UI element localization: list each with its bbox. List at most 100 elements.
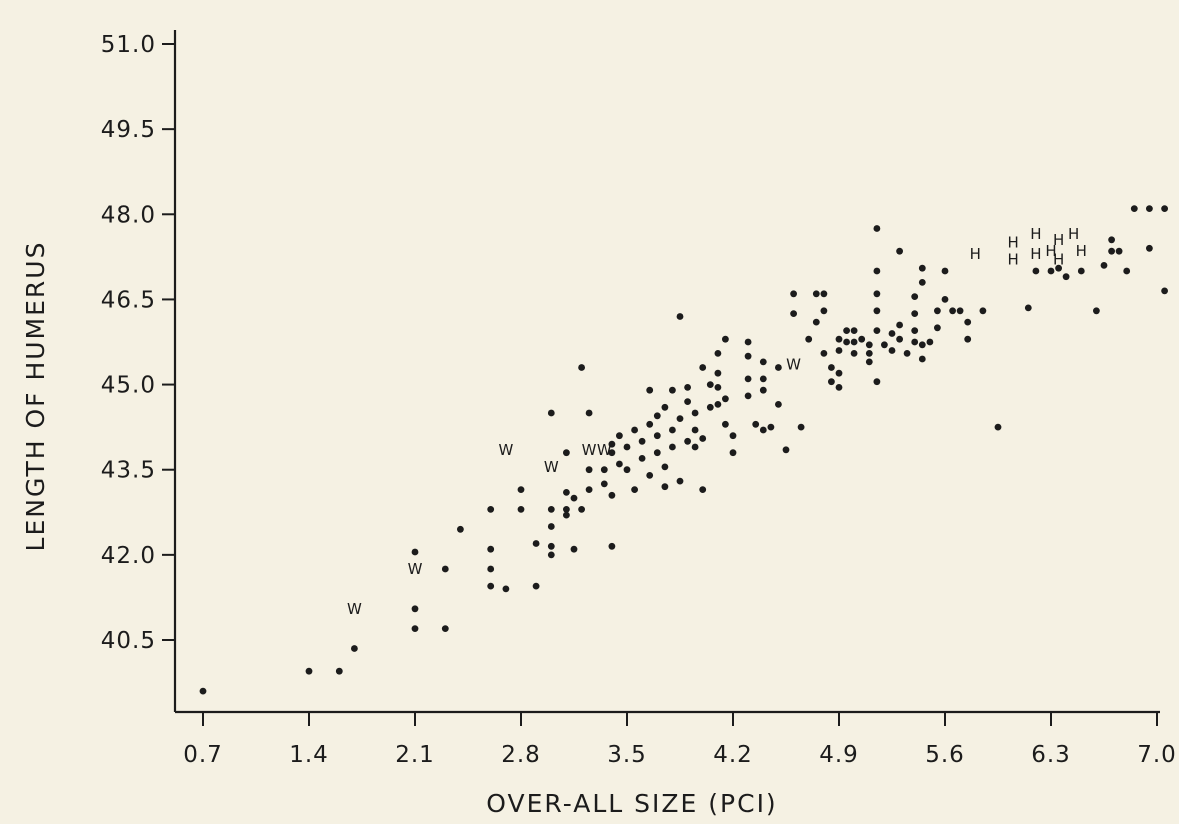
y-tick-label: 45.0 xyxy=(101,373,156,399)
data-point xyxy=(1093,307,1100,315)
data-point xyxy=(669,426,676,434)
data-point xyxy=(638,437,646,445)
data-point xyxy=(699,435,707,442)
data-point xyxy=(873,290,881,298)
x-tick-label: 5.6 xyxy=(925,742,965,768)
y-tick-label: 48.0 xyxy=(101,202,156,228)
data-point xyxy=(623,443,631,451)
data-point xyxy=(828,364,835,371)
data-point xyxy=(797,423,805,431)
data-point xyxy=(608,491,616,499)
data-point-h: H xyxy=(1053,231,1064,249)
data-point xyxy=(1032,267,1040,275)
data-point xyxy=(684,398,691,405)
data-point xyxy=(706,381,714,388)
data-point xyxy=(706,403,714,411)
data-point xyxy=(335,667,343,675)
data-point xyxy=(714,369,722,377)
data-point xyxy=(812,290,820,298)
data-point xyxy=(1123,267,1131,275)
data-point-h: H xyxy=(1053,251,1064,269)
data-point xyxy=(616,432,623,440)
data-point xyxy=(608,440,616,448)
data-point xyxy=(820,290,828,298)
x-tick-label: 4.2 xyxy=(713,742,753,768)
data-point xyxy=(1047,267,1055,275)
data-point xyxy=(873,267,881,275)
data-point xyxy=(918,355,926,363)
data-point xyxy=(1130,205,1138,213)
data-point xyxy=(835,369,843,377)
data-point-h: H xyxy=(1076,242,1087,260)
data-point xyxy=(699,364,707,371)
data-point xyxy=(956,307,964,315)
data-point xyxy=(623,466,631,474)
data-point xyxy=(873,327,881,334)
data-point xyxy=(517,506,525,513)
data-point xyxy=(714,401,722,408)
data-point xyxy=(790,310,797,317)
data-point xyxy=(585,486,593,493)
data-point xyxy=(903,350,911,357)
data-point xyxy=(775,364,782,371)
data-point xyxy=(896,247,903,255)
data-point xyxy=(676,313,684,320)
data-point xyxy=(873,307,881,315)
data-point xyxy=(843,338,850,346)
x-tick-label: 3.5 xyxy=(607,742,647,768)
data-point xyxy=(873,378,881,386)
data-point xyxy=(941,267,949,275)
data-point xyxy=(805,335,813,343)
data-point xyxy=(994,423,1002,431)
data-points: WWWWWWWHHHHHHHHHHHHHH xyxy=(199,205,1168,695)
data-point xyxy=(934,307,941,315)
data-point xyxy=(888,330,896,337)
data-point xyxy=(926,338,934,346)
x-tick-label: 1.4 xyxy=(289,742,329,768)
data-point xyxy=(911,293,919,300)
y-tick-label: 51.0 xyxy=(101,32,156,58)
data-point xyxy=(563,489,570,496)
data-point xyxy=(820,307,828,315)
data-point xyxy=(351,645,358,652)
data-point xyxy=(941,296,949,303)
data-point xyxy=(661,403,669,411)
data-point xyxy=(1161,287,1168,295)
x-axis-title: OVER-ALL SIZE (PCI) xyxy=(486,789,777,818)
data-point xyxy=(653,412,661,420)
data-point xyxy=(600,466,608,474)
data-point xyxy=(759,386,767,394)
data-point-w: W xyxy=(408,560,423,578)
data-point xyxy=(199,687,207,695)
x-tick-label: 2.1 xyxy=(395,742,435,768)
x-tick-label: 7.0 xyxy=(1137,742,1177,768)
data-point xyxy=(729,432,737,440)
data-point-h: H xyxy=(1030,245,1041,263)
data-point xyxy=(547,409,555,417)
data-point xyxy=(934,324,941,332)
data-point xyxy=(563,506,570,513)
data-point xyxy=(918,341,926,349)
data-point xyxy=(896,335,903,343)
data-point xyxy=(653,449,661,457)
data-point xyxy=(858,335,866,343)
data-point-h: H xyxy=(1030,225,1041,243)
data-point xyxy=(699,486,707,493)
data-point xyxy=(1146,244,1153,252)
data-point xyxy=(888,347,896,354)
data-point xyxy=(744,392,752,400)
data-point-w: W xyxy=(498,441,513,459)
data-point xyxy=(850,338,858,346)
y-tick-label: 40.5 xyxy=(101,628,156,654)
y-tick-label: 46.5 xyxy=(101,287,156,313)
data-point xyxy=(684,437,691,445)
data-point xyxy=(1062,273,1070,281)
data-point xyxy=(1100,262,1108,269)
data-point xyxy=(631,486,638,493)
data-point xyxy=(759,375,767,383)
data-point xyxy=(752,420,760,428)
data-point xyxy=(1161,205,1168,213)
data-point xyxy=(759,358,767,366)
data-point xyxy=(714,384,722,391)
data-point xyxy=(487,506,495,513)
